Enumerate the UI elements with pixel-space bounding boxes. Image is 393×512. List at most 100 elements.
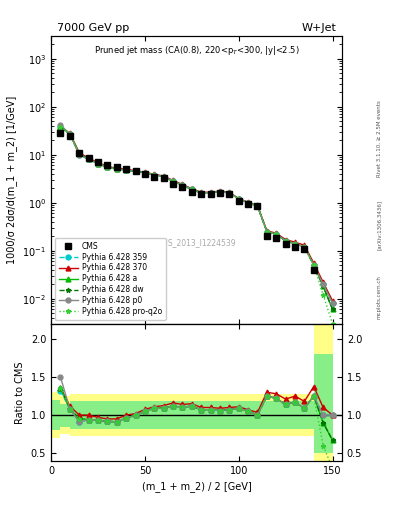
Pythia 6.428 359: [283, 238, 288, 244]
Pythia 6.428 p0: [264, 228, 269, 234]
Pythia 6.428 p0: [105, 164, 110, 170]
Pythia 6.428 pro-q2o: [95, 161, 100, 167]
Pythia 6.428 pro-q2o: [330, 321, 335, 327]
Pythia 6.428 a: [199, 190, 204, 196]
Pythia 6.428 dw: [152, 172, 157, 178]
Pythia 6.428 359: [114, 166, 119, 172]
Pythia 6.428 a: [264, 228, 269, 234]
Line: Pythia 6.428 dw: Pythia 6.428 dw: [58, 124, 335, 312]
Pythia 6.428 dw: [199, 190, 204, 196]
Pythia 6.428 a: [58, 124, 63, 130]
CMS: [274, 236, 279, 242]
Pythia 6.428 pro-q2o: [105, 164, 110, 170]
Pythia 6.428 359: [58, 124, 63, 131]
Pythia 6.428 a: [161, 174, 166, 180]
Pythia 6.428 a: [77, 151, 82, 157]
Pythia 6.428 pro-q2o: [246, 200, 250, 206]
Pythia 6.428 359: [143, 169, 147, 176]
Pythia 6.428 359: [68, 131, 72, 137]
Y-axis label: Ratio to CMS: Ratio to CMS: [15, 361, 25, 423]
Pythia 6.428 a: [321, 283, 325, 289]
Pythia 6.428 370: [86, 155, 91, 161]
Pythia 6.428 359: [105, 164, 110, 170]
CMS: [105, 162, 110, 168]
Pythia 6.428 dw: [124, 167, 129, 173]
Pythia 6.428 359: [171, 178, 175, 184]
Pythia 6.428 dw: [208, 190, 213, 196]
Pythia 6.428 370: [105, 163, 110, 169]
Pythia 6.428 pro-q2o: [189, 186, 194, 193]
Pythia 6.428 dw: [218, 188, 222, 195]
Pythia 6.428 p0: [274, 231, 279, 237]
Pythia 6.428 p0: [171, 178, 175, 184]
CMS: [218, 190, 222, 196]
Pythia 6.428 pro-q2o: [199, 190, 204, 196]
Pythia 6.428 a: [95, 161, 100, 167]
Pythia 6.428 p0: [180, 182, 185, 188]
Pythia 6.428 a: [171, 178, 175, 184]
Pythia 6.428 a: [218, 188, 222, 195]
Pythia 6.428 dw: [274, 231, 279, 237]
Pythia 6.428 dw: [311, 262, 316, 268]
Pythia 6.428 a: [274, 231, 279, 237]
Pythia 6.428 dw: [236, 196, 241, 202]
Pythia 6.428 dw: [246, 200, 250, 206]
Pythia 6.428 a: [114, 166, 119, 172]
Text: W+Jet: W+Jet: [301, 23, 336, 33]
Pythia 6.428 a: [180, 182, 185, 188]
Pythia 6.428 370: [208, 189, 213, 195]
Pythia 6.428 a: [255, 203, 260, 209]
Pythia 6.428 370: [302, 242, 307, 248]
Pythia 6.428 p0: [199, 190, 204, 196]
CMS: [311, 267, 316, 273]
Pythia 6.428 359: [124, 167, 129, 173]
Pythia 6.428 dw: [321, 283, 325, 289]
Line: CMS: CMS: [57, 130, 317, 273]
Pythia 6.428 a: [124, 167, 129, 173]
Pythia 6.428 pro-q2o: [208, 190, 213, 196]
Pythia 6.428 pro-q2o: [236, 196, 241, 202]
Pythia 6.428 359: [77, 152, 82, 158]
Text: [arXiv:1306.3436]: [arXiv:1306.3436]: [377, 200, 382, 250]
Pythia 6.428 p0: [227, 190, 232, 196]
Pythia 6.428 p0: [293, 241, 298, 247]
Text: Pruned jet mass (CA(0.8), 220<p$_T$<300, |y|<2.5): Pruned jet mass (CA(0.8), 220<p$_T$<300,…: [94, 45, 299, 57]
CMS: [283, 241, 288, 247]
Pythia 6.428 a: [283, 238, 288, 244]
Pythia 6.428 370: [236, 196, 241, 202]
Pythia 6.428 pro-q2o: [143, 169, 147, 176]
Pythia 6.428 dw: [68, 131, 72, 137]
CMS: [86, 155, 91, 161]
Pythia 6.428 370: [246, 199, 250, 205]
Pythia 6.428 370: [77, 150, 82, 156]
Pythia 6.428 p0: [95, 161, 100, 167]
Pythia 6.428 dw: [255, 203, 260, 209]
Pythia 6.428 p0: [311, 262, 316, 268]
Pythia 6.428 a: [86, 156, 91, 162]
CMS: [124, 166, 129, 172]
Y-axis label: 1000/σ 2dσ/d(m_1 + m_2) [1/GeV]: 1000/σ 2dσ/d(m_1 + m_2) [1/GeV]: [6, 96, 17, 264]
Pythia 6.428 a: [143, 169, 147, 176]
CMS: [255, 203, 260, 209]
Pythia 6.428 p0: [68, 131, 72, 137]
Line: Pythia 6.428 370: Pythia 6.428 370: [58, 124, 335, 303]
Pythia 6.428 dw: [114, 166, 119, 172]
Pythia 6.428 359: [180, 182, 185, 188]
Line: Pythia 6.428 p0: Pythia 6.428 p0: [58, 122, 335, 306]
Pythia 6.428 pro-q2o: [227, 190, 232, 196]
Pythia 6.428 p0: [58, 122, 63, 128]
Pythia 6.428 p0: [124, 167, 129, 173]
Pythia 6.428 p0: [161, 174, 166, 180]
Pythia 6.428 370: [283, 237, 288, 243]
CMS: [199, 191, 204, 197]
Pythia 6.428 359: [255, 203, 260, 209]
Pythia 6.428 370: [124, 166, 129, 172]
Pythia 6.428 p0: [330, 300, 335, 306]
Pythia 6.428 dw: [293, 241, 298, 247]
Pythia 6.428 370: [255, 202, 260, 208]
Pythia 6.428 p0: [236, 196, 241, 202]
Pythia 6.428 dw: [133, 168, 138, 175]
CMS: [293, 244, 298, 250]
Pythia 6.428 p0: [189, 186, 194, 193]
Pythia 6.428 a: [293, 241, 298, 247]
